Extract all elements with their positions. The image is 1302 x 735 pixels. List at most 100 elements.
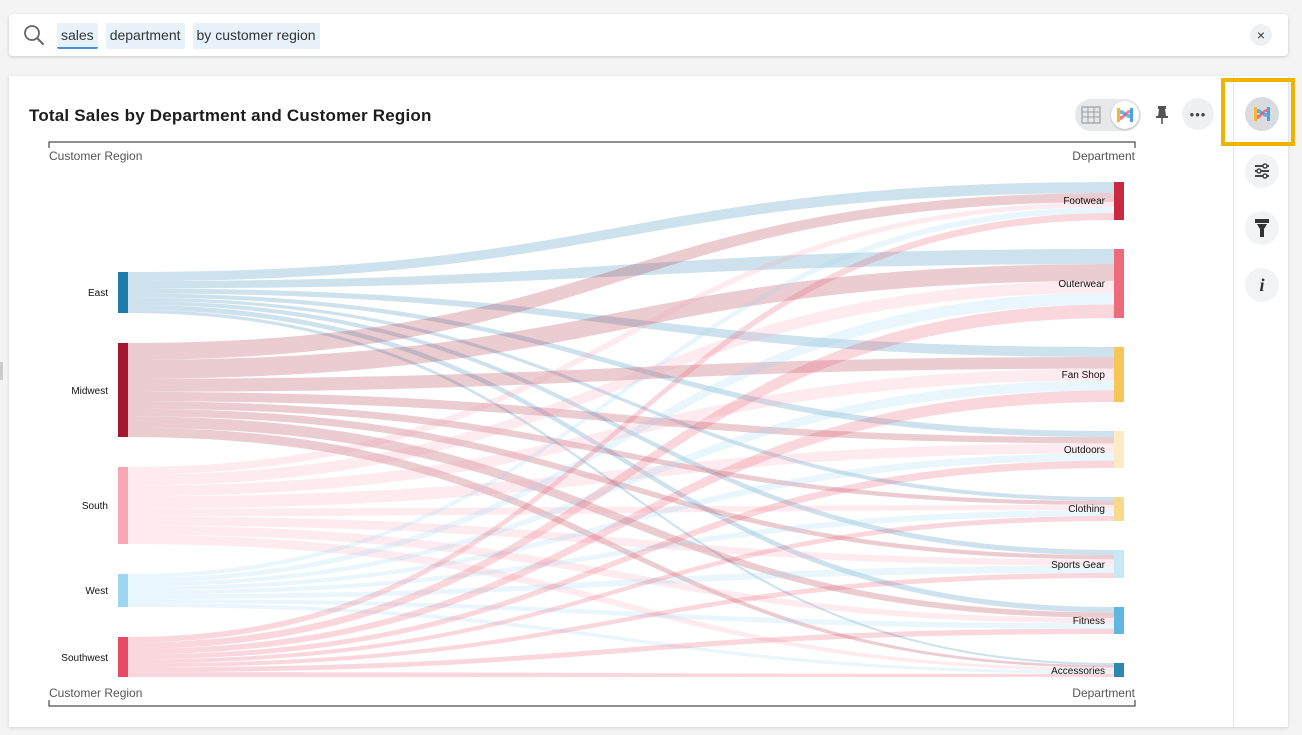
source-node-east <box>118 272 128 313</box>
target-node-clothing <box>1114 497 1124 521</box>
right-rail: i <box>1233 76 1288 727</box>
clear-search-button[interactable]: × <box>1250 24 1272 46</box>
search-token[interactable]: department <box>105 23 185 49</box>
chart-type-button[interactable] <box>1245 97 1279 131</box>
sankey-link <box>128 453 1114 591</box>
target-node-sports-gear <box>1114 550 1124 578</box>
sankey-link <box>128 202 1114 475</box>
more-icon: ••• <box>1189 106 1207 122</box>
sankey-link <box>128 408 1114 560</box>
sankey-links <box>128 182 1114 677</box>
sankey-link <box>128 357 1114 392</box>
sankey-link <box>128 213 1114 643</box>
source-label-south: South <box>82 501 108 512</box>
source-node-southwest <box>118 637 128 677</box>
target-label-footwear: Footwear <box>1063 196 1105 207</box>
search-token[interactable]: by customer region <box>192 23 320 49</box>
sankey-link <box>128 603 1114 674</box>
sankey-link <box>128 599 1114 629</box>
sankey-link <box>128 249 1114 289</box>
search-tokens: sales department by customer region <box>57 23 320 49</box>
sankey-link <box>128 207 1114 578</box>
sankey-link <box>128 390 1114 655</box>
sankey-link <box>128 193 1114 360</box>
left-axis-label-top: Customer Region <box>49 149 142 163</box>
right-axis-label-top: Department <box>1072 149 1135 163</box>
target-label-accessories: Accessories <box>1051 666 1105 677</box>
sankey-link <box>128 505 1114 517</box>
sankey-link <box>128 368 1114 497</box>
left-axis-label-bottom: Customer Region <box>49 686 142 700</box>
target-label-outerwear: Outerwear <box>1058 279 1105 290</box>
search-icon <box>24 25 44 45</box>
target-label-fitness: Fitness <box>1073 616 1105 627</box>
sankey-link <box>128 292 1114 583</box>
sankey-link <box>128 297 1114 501</box>
panel-resize-handle[interactable] <box>0 362 3 380</box>
configure-button[interactable] <box>1245 154 1279 188</box>
axis-bracket-top <box>48 141 1136 148</box>
sankey-link <box>128 672 1114 677</box>
sankey-link <box>128 534 1114 671</box>
chart-title: Total Sales by Department and Customer R… <box>29 106 432 125</box>
sankey-link <box>128 525 1114 624</box>
search-bar[interactable]: sales department by customer region × <box>9 14 1288 56</box>
sankey-link <box>128 572 1114 668</box>
sankey-link <box>128 391 1114 444</box>
sankey-link <box>128 516 1114 566</box>
sankey-link <box>128 380 1114 587</box>
target-label-outdoors: Outdoors <box>1064 445 1105 456</box>
sankey-chart-icon <box>1254 107 1270 121</box>
target-label-sports-gear: Sports Gear <box>1051 560 1106 571</box>
sankey-link <box>128 309 1114 666</box>
source-label-east: East <box>88 288 108 299</box>
filter-button[interactable] <box>1245 211 1279 245</box>
target-node-accessories <box>1114 663 1124 677</box>
sankey-link <box>128 304 1114 613</box>
info-button[interactable]: i <box>1245 268 1279 302</box>
info-icon: i <box>1259 274 1265 295</box>
pin-button[interactable] <box>1147 99 1177 131</box>
sankey-link <box>128 280 1114 486</box>
sankey-link <box>128 516 1114 664</box>
configure-icon <box>1255 163 1269 179</box>
chart-type-highlight <box>1221 78 1295 146</box>
source-node-midwest <box>118 343 128 437</box>
source-label-southwest: Southwest <box>61 653 108 664</box>
pin-icon <box>1156 106 1168 124</box>
target-label-fan-shop: Fan Shop <box>1062 370 1106 381</box>
sankey-link <box>128 510 1114 595</box>
sankey-chart-icon[interactable] <box>1111 101 1139 129</box>
axis-bracket-bottom <box>48 700 1136 707</box>
target-node-footwear <box>1114 182 1124 220</box>
target-node-fitness <box>1114 607 1124 634</box>
source-label-west: West <box>85 586 108 597</box>
target-node-outerwear <box>1114 249 1124 318</box>
sankey-link <box>128 304 1114 649</box>
sankey-link <box>128 427 1114 668</box>
sankey-link <box>128 628 1114 673</box>
target-node-outdoors <box>1114 431 1124 468</box>
target-label-clothing: Clothing <box>1068 504 1105 515</box>
source-node-west <box>118 574 128 607</box>
sankey-link <box>128 293 1114 438</box>
sankey-link <box>128 300 1114 556</box>
sankey-link <box>128 401 1114 505</box>
sankey-link <box>128 460 1114 660</box>
sankey-link <box>128 416 1114 618</box>
right-axis-label-bottom: Department <box>1072 686 1135 700</box>
sankey-link <box>128 264 1114 379</box>
sankey-link <box>128 443 1114 509</box>
sankey-link <box>128 182 1114 282</box>
sankey-chart: Customer Region Department Customer Regi… <box>48 141 1136 707</box>
filter-icon <box>1255 219 1269 237</box>
table-icon[interactable] <box>1081 105 1101 125</box>
target-node-fan-shop <box>1114 347 1124 402</box>
sankey-link <box>128 565 1114 600</box>
source-label-midwest: Midwest <box>71 386 108 397</box>
search-token[interactable]: sales <box>57 23 98 49</box>
answer-panel: Total Sales by Department and Customer R… <box>9 76 1288 727</box>
source-node-south <box>118 467 128 544</box>
more-options-button[interactable]: ••• <box>1182 98 1214 130</box>
chart-table-toggle[interactable] <box>1075 99 1141 131</box>
